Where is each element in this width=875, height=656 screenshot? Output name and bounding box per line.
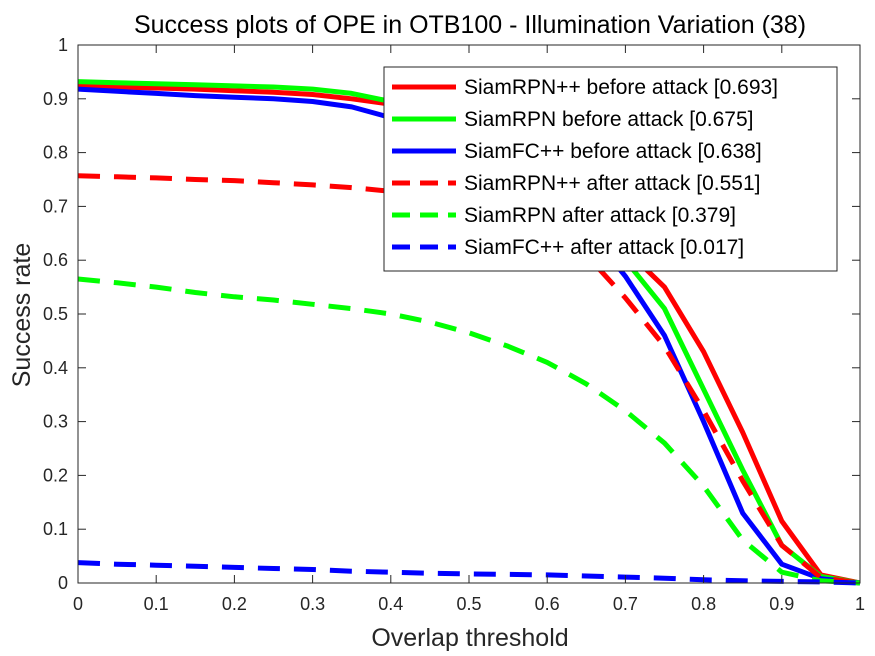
x-axis-title: Overlap threshold: [371, 624, 568, 652]
legend-label-5: SiamRPN after attack [0.379]: [464, 204, 736, 227]
y-tick-label: 0: [58, 573, 68, 593]
x-tick-label: 0.9: [769, 594, 794, 614]
y-tick-label: 0.5: [43, 304, 68, 324]
legend-box: [383, 66, 838, 272]
x-tick-label: 0.5: [456, 594, 481, 614]
legend-label-4: SiamRPN++ after attack [0.551]: [464, 172, 760, 195]
y-tick-label: 0.6: [43, 250, 68, 270]
legend-label-1: SiamRPN++ before attack [0.693]: [464, 76, 778, 99]
x-tick-label: 0.2: [222, 594, 247, 614]
y-axis-title: Success rate: [8, 243, 36, 388]
chart-title: Success plots of OPE in OTB100 - Illumin…: [134, 11, 806, 39]
legend: SiamRPN++ before attack [0.693] SiamRPN b…: [383, 66, 838, 272]
x-tick-label: 0.8: [691, 594, 716, 614]
y-tick-label: 0.9: [43, 89, 68, 109]
series-line-4: [77, 173, 861, 586]
x-tick-label: 0.7: [613, 594, 638, 614]
x-tick-label: 0.4: [378, 594, 403, 614]
legend-label-6: SiamFC++ after attack [0.017]: [464, 236, 744, 259]
x-tick-label: 0: [73, 594, 83, 614]
y-tick-label: 1: [58, 35, 68, 55]
y-tick-label: 0.1: [43, 519, 68, 539]
x-tick-label: 1: [855, 594, 865, 614]
x-tick-label: 0.6: [535, 594, 560, 614]
x-tick-label: 0.3: [300, 594, 325, 614]
y-tick-label: 0.2: [43, 465, 68, 485]
legend-label-3: SiamFC++ before attack [0.638]: [464, 140, 762, 163]
y-tick-label: 0.7: [43, 196, 68, 216]
y-tick-label: 0.4: [43, 358, 68, 378]
y-tick-label: 0.8: [43, 143, 68, 163]
axes-layer: 0 0.1 0.2 0.3 0.4 0.5 0.6 0.7 0.8 0.9 1 0 0.1 0.2 0.3 0…: [43, 35, 865, 614]
series-line-6: [77, 560, 861, 586]
series-line-5: [77, 276, 861, 586]
legend-label-2: SiamRPN before attack [0.675]: [464, 108, 753, 131]
x-tick-label: 0.1: [144, 594, 169, 614]
y-tick-label: 0.3: [43, 412, 68, 432]
